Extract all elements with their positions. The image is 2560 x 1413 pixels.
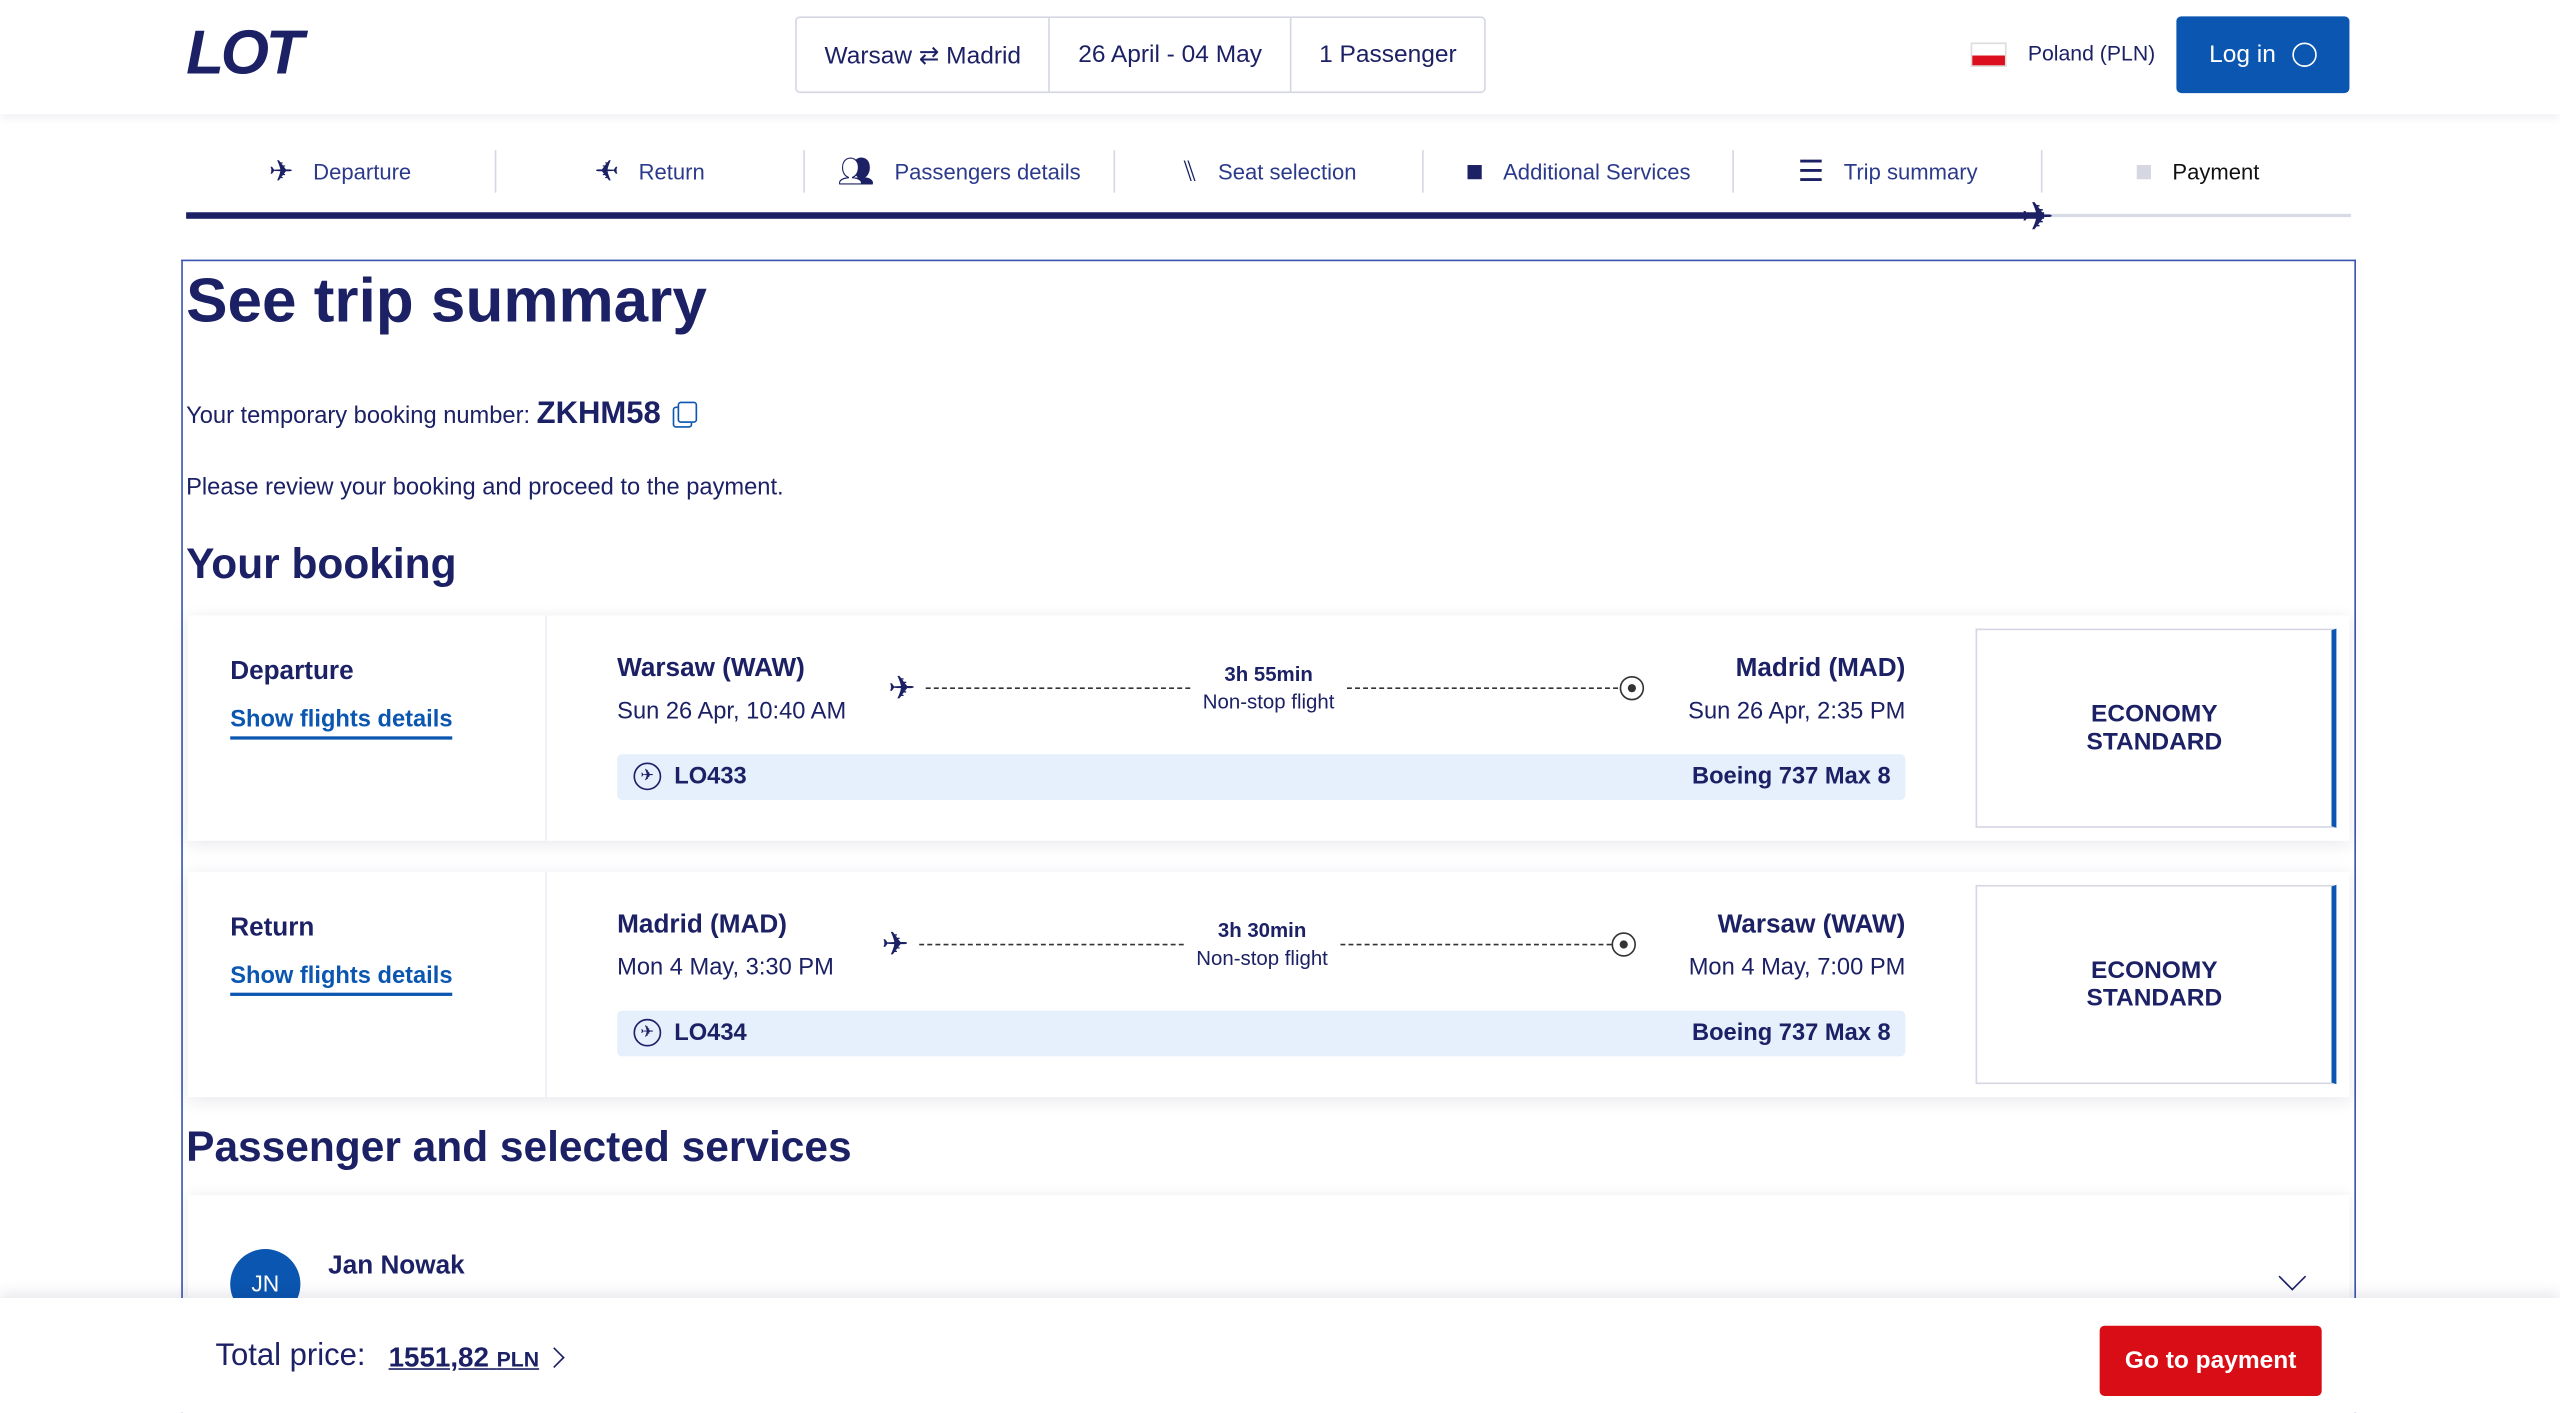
step-additional-services[interactable]: ■ Additional Services: [1424, 150, 1734, 193]
review-text: Please review your booking and proceed t…: [186, 475, 784, 502]
step-return[interactable]: ✈ Return: [496, 150, 806, 193]
passengers-field[interactable]: 1 Passenger: [1319, 40, 1457, 69]
flight-info-bar: ✈ LO433 Boeing 737 Max 8: [617, 754, 1906, 801]
your-booking-heading: Your booking: [186, 538, 457, 588]
flight-info-bar: ✈ LO434 Boeing 737 Max 8: [617, 1010, 1906, 1057]
step-label: Seat selection: [1218, 159, 1357, 184]
stops-label: Non-stop flight: [1202, 690, 1335, 714]
login-button[interactable]: Log in: [2176, 16, 2350, 94]
step-departure[interactable]: ✈ Departure: [186, 150, 496, 193]
flight-type-label: Departure: [230, 657, 354, 686]
route-line: [1346, 687, 1619, 689]
passengers-heading: Passenger and selected services: [186, 1121, 852, 1171]
aircraft: Boeing 737 Max 8: [1691, 1020, 1891, 1047]
arrival-time: Mon 4 May, 7:00 PM: [1688, 955, 1906, 982]
progress-steps: ✈ Departure ✈ Return 👥︎ Passengers details …: [186, 150, 2351, 193]
flight-duration: 3h 55min: [1224, 662, 1313, 686]
route-field[interactable]: Warsaw ⇄ Madrid: [797, 17, 1051, 92]
route-line: [925, 687, 1191, 689]
step-label: Departure: [313, 159, 412, 184]
destination-icon: [1619, 675, 1645, 701]
document-icon: ☰: [1797, 154, 1825, 187]
destination-city: Madrid (MAD): [1735, 654, 1906, 683]
aircraft: Boeing 737 Max 8: [1691, 764, 1891, 791]
destination-city: Warsaw (WAW): [1717, 911, 1906, 939]
wallet-icon: ■: [2135, 154, 2153, 187]
flight-number: LO434: [674, 1019, 747, 1046]
seat-icon: ⑊: [1180, 154, 1199, 187]
progress-fill: [186, 212, 2045, 219]
flight-type-label: Return: [230, 914, 315, 943]
origin-city: Warsaw (WAW): [617, 654, 805, 683]
show-flight-details-link[interactable]: Show flights details: [230, 707, 453, 740]
price-amount: 1551,82: [388, 1342, 489, 1374]
destination-icon: [1611, 932, 1636, 957]
passenger-name: Jan Nowak: [328, 1252, 465, 1281]
step-seat-selection[interactable]: ⑊ Seat selection: [1115, 150, 1425, 193]
arrival-time: Sun 26 Apr, 2:35 PM: [1688, 698, 1906, 725]
booking-number-value: ZKHM58: [536, 396, 661, 432]
step-label: Return: [638, 159, 705, 184]
lot-globe-icon: ✈: [633, 762, 662, 791]
suitcase-icon: ■: [1465, 154, 1484, 187]
flight-number: LO433: [674, 763, 747, 790]
lot-logo[interactable]: LOT: [186, 19, 304, 89]
fare-class-box: ECONOMY STANDARD: [1975, 884, 2337, 1085]
fare-class-box: ECONOMY STANDARD: [1975, 628, 2337, 828]
page-title: See trip summary: [186, 267, 707, 337]
fare-type: STANDARD: [2086, 728, 2223, 756]
booking-number: Your temporary booking number: ZKHM58: [186, 397, 697, 433]
dates-field[interactable]: 26 April - 04 May: [1050, 17, 1292, 92]
route-line: [919, 943, 1184, 946]
lot-globe-icon: ✈: [633, 1018, 662, 1047]
departure-time: Sun 26 Apr, 10:40 AM: [617, 698, 847, 725]
step-label: Passengers details: [894, 159, 1081, 184]
fare-type: STANDARD: [2086, 984, 2223, 1013]
fare-class: ECONOMY: [2091, 956, 2218, 985]
step-label: Additional Services: [1503, 159, 1691, 184]
header: [0, 0, 2560, 115]
country-selector[interactable]: Poland (PLN): [2027, 40, 2156, 66]
booking-number-label: Your temporary booking number:: [186, 403, 531, 430]
departure-flight-card: Departure Show flights details Warsaw (W…: [187, 615, 2350, 841]
poland-flag-icon[interactable]: [1970, 42, 2007, 67]
progress-plane-icon: ✈: [2021, 195, 2055, 241]
plane-icon: ✈: [881, 927, 910, 964]
step-passengers-details[interactable]: 👥︎ Passengers details: [805, 150, 1115, 193]
price-currency: PLN: [496, 1346, 540, 1372]
total-price-link[interactable]: 1551,82 PLN: [389, 1342, 540, 1375]
flight-duration: 3h 30min: [1217, 919, 1307, 943]
divider: [545, 615, 547, 841]
departure-time: Mon 4 May, 3:30 PM: [617, 955, 834, 982]
user-icon: [2292, 42, 2317, 67]
search-summary[interactable]: Warsaw ⇄ Madrid 26 April - 04 May 1 Pass…: [795, 16, 1487, 94]
step-label: Payment: [2172, 159, 2260, 184]
fare-class: ECONOMY: [2091, 700, 2218, 729]
go-to-payment-button[interactable]: Go to payment: [2099, 1325, 2322, 1396]
return-flight-card: Return Show flights details Madrid (MAD)…: [187, 871, 2350, 1098]
show-flight-details-link[interactable]: Show flights details: [230, 963, 453, 996]
people-icon: 👥︎: [837, 154, 875, 187]
plane-icon: ✈: [268, 154, 294, 187]
step-payment: ■ Payment: [2043, 150, 2351, 192]
plane-icon: ✈: [888, 671, 916, 707]
plane-return-icon: ✈: [594, 154, 620, 187]
login-label: Log in: [2209, 40, 2276, 69]
route-line: [1340, 943, 1612, 946]
copy-icon[interactable]: [677, 401, 697, 423]
step-trip-summary[interactable]: ☰ Trip summary: [1734, 150, 2044, 193]
step-label: Trip summary: [1843, 159, 1978, 184]
origin-city: Madrid (MAD): [617, 911, 787, 939]
summary-panel: [181, 259, 2356, 1413]
stops-label: Non-stop flight: [1196, 946, 1328, 970]
total-price-label: Total price:: [215, 1338, 366, 1374]
divider: [545, 871, 547, 1098]
